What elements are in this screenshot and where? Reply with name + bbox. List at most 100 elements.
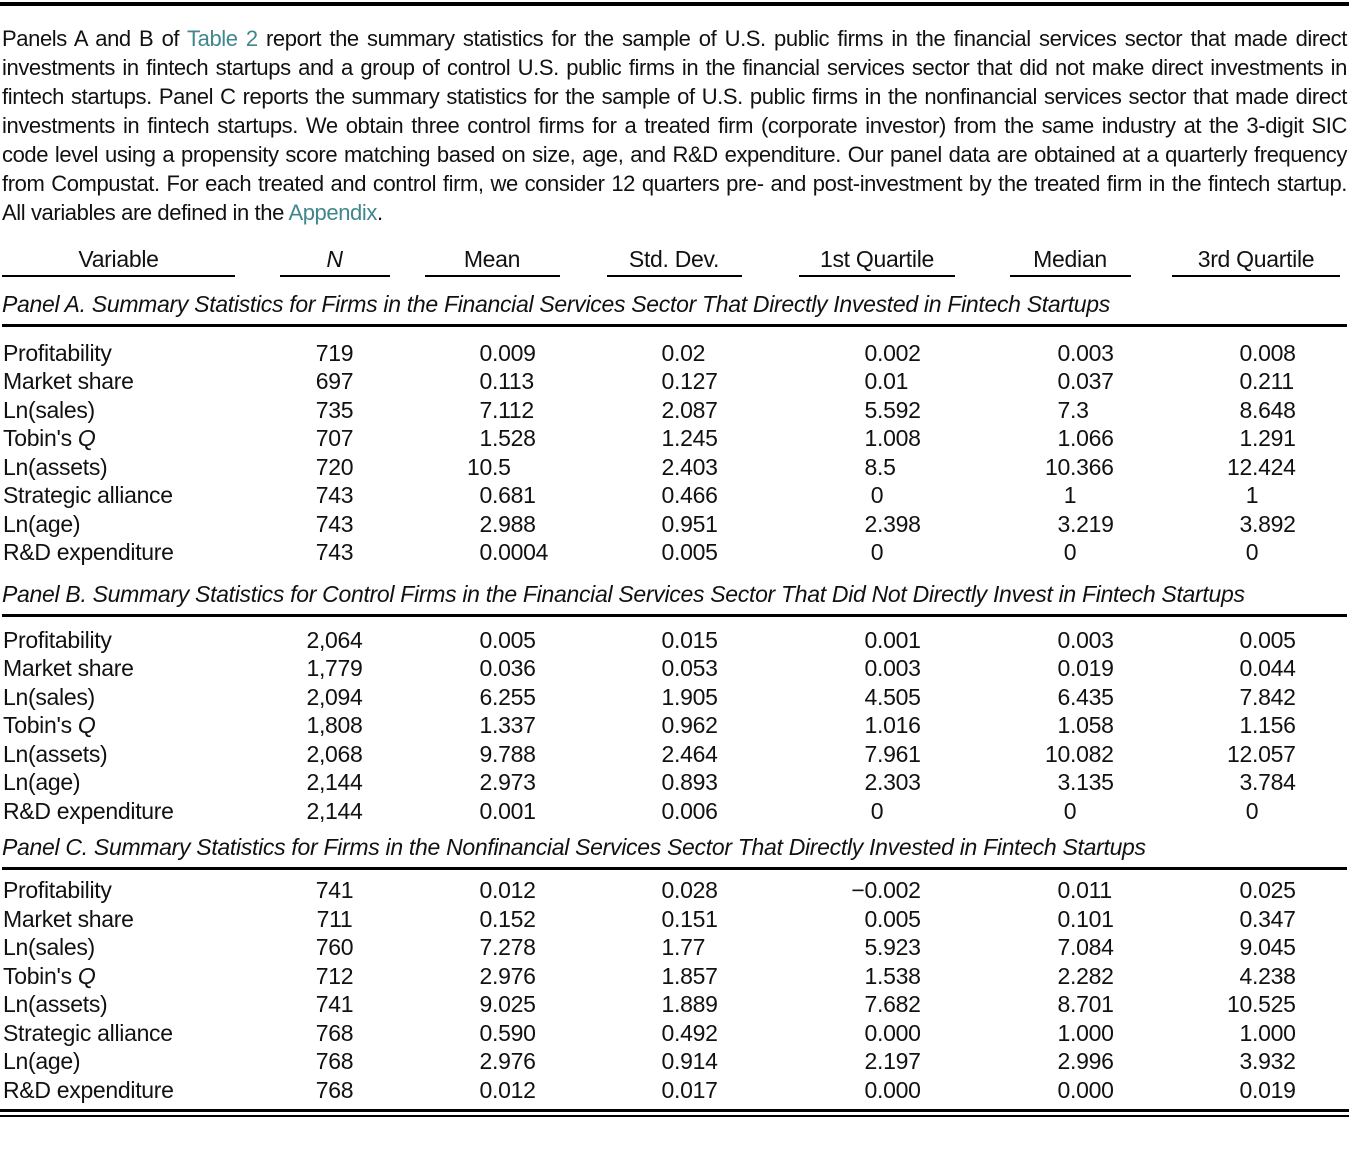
description-text: report the summary statistics for the sa…: [2, 26, 1347, 225]
panel-title: Panel A. Summary Statistics for Firms in…: [2, 291, 1347, 327]
variable-label: Tobin's Q: [3, 425, 96, 452]
table-row: Ln(sales) 735 7.112 2.087 5.592 7.3 8.648: [2, 396, 1347, 425]
cell-value: 0.000: [864, 1019, 921, 1046]
cell-value: 0.003: [1057, 626, 1114, 653]
cell-value: 0.113: [479, 368, 535, 395]
cell-value: 0.0004: [479, 539, 549, 566]
cell-value: 10.082: [1045, 740, 1114, 767]
column-header-label: Mean: [463, 246, 521, 272]
cell-value: 0.044: [1239, 655, 1296, 682]
panel-rows: Profitability 719 0.009 0.02 0.002 0.003 0.008…: [2, 339, 1347, 567]
cell-value: 7.084: [1057, 934, 1114, 961]
description-text: .: [376, 200, 383, 225]
cell-value: 0.019: [1239, 1076, 1296, 1103]
cell-value: 9.025: [479, 991, 536, 1018]
variable-label: Ln(assets): [3, 740, 108, 767]
table-row: Ln(assets) 720 10.5 2.403 8.5 10.366 12.424: [2, 453, 1347, 482]
cell-value: 7.961: [864, 740, 921, 767]
cell-value: 4.505: [864, 683, 921, 710]
cell-value: 0: [1063, 797, 1077, 824]
cell-value: 0.019: [1057, 655, 1114, 682]
cell-value: 0.152: [479, 905, 536, 932]
cell-value: 3.135: [1057, 769, 1114, 796]
cell-value: 0.01: [864, 368, 909, 395]
cell-value: 768: [315, 1048, 354, 1075]
cell-value: 0.000: [1057, 1076, 1114, 1103]
table-description: Panels A and B of Table 2 report the sum…: [2, 24, 1347, 227]
cell-value: 2,068: [306, 740, 363, 767]
top-rule: [0, 2, 1349, 6]
cell-value: 6.435: [1057, 683, 1114, 710]
table-row: Market share 1,779 0.036 0.053 0.003 0.019 0.0…: [2, 655, 1347, 684]
cell-value: 0.037: [1057, 368, 1114, 395]
cell-value: 8.648: [1239, 396, 1296, 423]
cell-value: 0.053: [661, 655, 718, 682]
variable-label: Ln(age): [3, 1048, 81, 1075]
table-2-link[interactable]: Table 2: [187, 26, 258, 51]
cell-value: 2.087: [661, 396, 718, 423]
cell-value: 2,094: [306, 683, 363, 710]
cell-value: 0.590: [479, 1019, 536, 1046]
table-panels: Panel A. Summary Statistics for Firms in…: [2, 291, 1347, 1105]
cell-value: 741: [315, 991, 354, 1018]
cell-value: 719: [315, 339, 354, 366]
variable-label: Strategic alliance: [3, 482, 173, 509]
cell-value: 0.011: [1057, 877, 1113, 904]
cell-value: 0.036: [479, 655, 536, 682]
column-header-n: N: [247, 248, 422, 277]
table-row: Ln(sales) 760 7.278 1.77 5.923 7.084 9.045: [2, 934, 1347, 963]
cell-value: 12.424: [1227, 453, 1296, 480]
cell-value: 0.914: [661, 1048, 718, 1075]
cell-value: 8.701: [1057, 991, 1114, 1018]
variable-label: Ln(age): [3, 510, 81, 537]
cell-value: 697: [315, 368, 354, 395]
cell-value: 1.905: [661, 683, 718, 710]
variable-label: Market share: [3, 655, 134, 682]
table-row: Strategic alliance 743 0.681 0.466 0 1 1: [2, 482, 1347, 511]
cell-value: 2,144: [306, 769, 363, 796]
column-header-label: 3rd Quartile: [1197, 246, 1315, 272]
panel-title: Panel B. Summary Statistics for Control …: [2, 581, 1347, 617]
appendix-link[interactable]: Appendix: [288, 200, 377, 225]
cell-value: 3.892: [1239, 510, 1296, 537]
cell-value: 0.492: [661, 1019, 718, 1046]
cell-value: 0.000: [864, 1076, 921, 1103]
cell-value: 2.973: [479, 769, 536, 796]
cell-value: 760: [315, 934, 354, 961]
cell-value: 1.245: [661, 425, 718, 452]
table-row: R&D expenditure 2,144 0.001 0.006 0 0 0: [2, 797, 1347, 826]
cell-value: 1.889: [661, 991, 718, 1018]
column-header-3rd-quartile: 3rd Quartile: [1172, 248, 1332, 277]
cell-value: 1.016: [864, 712, 921, 739]
cell-value: 0.962: [661, 712, 718, 739]
variable-label: Market share: [3, 368, 134, 395]
variable-label: Tobin's Q: [3, 712, 96, 739]
variable-label: R&D expenditure: [3, 539, 174, 566]
cell-value: 0.028: [661, 877, 718, 904]
variable-label: Strategic alliance: [3, 1019, 173, 1046]
cell-value: 0: [1245, 539, 1259, 566]
table-row: Ln(age) 743 2.988 0.951 2.398 3.219 3.892: [2, 510, 1347, 539]
cell-value: 2.303: [864, 769, 921, 796]
table-row: Market share 697 0.113 0.127 0.01 0.037 0.211: [2, 368, 1347, 397]
description-text: Panels A and B of: [2, 26, 188, 51]
cell-value: 0: [1245, 797, 1259, 824]
variable-label: Tobin's Q: [3, 962, 96, 989]
panel-rows: Profitability 2,064 0.005 0.015 0.001 0.003 0.…: [2, 626, 1347, 826]
column-header-median: Median: [968, 248, 1172, 277]
cell-value: 10.5: [467, 453, 511, 480]
column-header-mean: Mean: [422, 248, 562, 277]
panel-title: Panel C. Summary Statistics for Firms in…: [2, 834, 1347, 870]
cell-value: −0.002: [851, 877, 921, 904]
cell-value: 0.005: [661, 539, 718, 566]
cell-value: 0.005: [864, 905, 921, 932]
cell-value: 10.366: [1045, 453, 1114, 480]
cell-value: 3.219: [1057, 510, 1114, 537]
cell-value: 5.923: [864, 934, 921, 961]
cell-value: 1.291: [1239, 425, 1296, 452]
column-header-label: Std. Dev.: [628, 246, 720, 272]
cell-value: 0.127: [661, 368, 718, 395]
cell-value: 3.784: [1239, 769, 1296, 796]
table-row: Ln(age) 768 2.976 0.914 2.197 2.996 3.932: [2, 1048, 1347, 1077]
cell-value: 1.337: [479, 712, 536, 739]
